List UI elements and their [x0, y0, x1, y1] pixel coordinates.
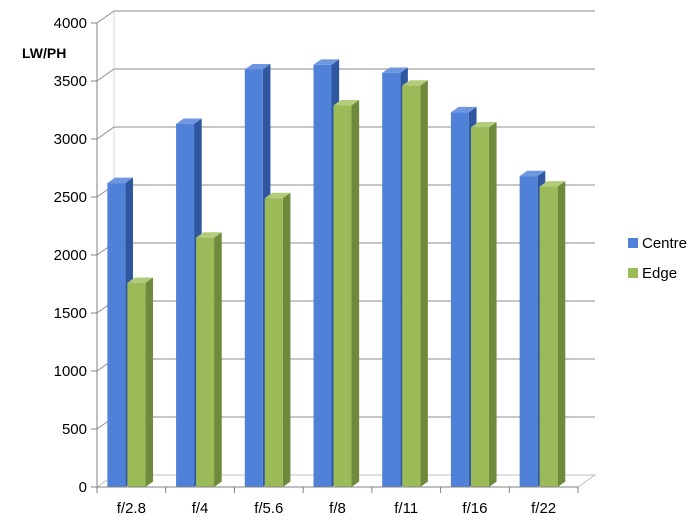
bar-edge-f/4 [196, 232, 222, 487]
bar-edge-f/2.8 [127, 277, 154, 487]
bar-top [264, 192, 291, 199]
bar-front [196, 237, 215, 487]
bar-side [145, 277, 154, 487]
bar-edge-f/22 [539, 181, 566, 487]
x-tick-label: f/22 [531, 500, 556, 517]
bar-side [420, 80, 428, 488]
bar-front [450, 112, 469, 487]
x-tick-label: f/8 [329, 500, 346, 517]
bar-side [488, 122, 497, 487]
gridline-side [96, 10, 115, 24]
bar-front [402, 85, 421, 487]
gridline-side [96, 126, 115, 140]
bar-front [127, 282, 146, 487]
bar-front [107, 183, 126, 487]
bar-top [244, 64, 271, 70]
y-tick-label: 3000 [54, 131, 87, 148]
bar-top [176, 118, 202, 124]
bar-front [333, 105, 352, 488]
bar-front [539, 186, 558, 487]
y-tick-label: 500 [62, 421, 87, 438]
bar-front [176, 123, 195, 488]
bar-top [333, 99, 360, 106]
bar-front [264, 198, 283, 487]
bar-top [539, 181, 566, 187]
bar-front [519, 176, 538, 487]
y-tick-label: 1000 [54, 363, 87, 380]
bar-edge-f/5.6 [264, 192, 291, 487]
bar-top [382, 67, 408, 73]
y-tick-label: 0 [79, 479, 87, 496]
bar-edge-f/8 [333, 99, 360, 488]
bar-side [351, 99, 360, 488]
bar-top [313, 59, 340, 65]
bar-front [470, 127, 489, 488]
legend-label-centre: Centre [642, 235, 687, 252]
x-tick-label: f/16 [462, 500, 487, 517]
x-tick-labels: f/2.8 f/4 f/5.6 f/8 f/11 f/16 f/22 [117, 500, 556, 517]
bar-side [557, 181, 566, 487]
gridline-side [96, 68, 115, 82]
bar-front [244, 69, 263, 488]
legend-label-edge: Edge [642, 265, 677, 282]
y-tick-labels: 0 500 1000 1500 2000 2500 3000 3500 4000 [54, 15, 87, 496]
bar-side [214, 232, 222, 487]
y-tick-label: 2000 [54, 247, 87, 264]
x-tick-label: f/11 [394, 500, 418, 517]
axes [91, 22, 579, 493]
bar-top [402, 80, 428, 86]
bar-front [382, 72, 401, 487]
bar-edge-f/16 [470, 122, 497, 488]
bar-top [450, 106, 477, 113]
bar-top [196, 232, 222, 238]
bar-top [519, 170, 546, 177]
y-tick-label: 4000 [54, 15, 87, 32]
x-tick-label: f/4 [192, 500, 209, 517]
y-tick-label: 1500 [54, 305, 87, 322]
bar-top [107, 177, 134, 184]
y-tick-label: 3500 [54, 73, 87, 90]
legend-swatch-edge [628, 268, 638, 278]
bar-side [282, 192, 291, 487]
y-tick-label: 2500 [54, 189, 87, 206]
x-tick-label: f/2.8 [117, 500, 146, 517]
y-axis-label: LW/PH [22, 45, 66, 61]
bar-top [127, 277, 154, 283]
legend: Centre Edge [628, 235, 687, 282]
legend-swatch-centre [628, 238, 638, 248]
x-tick-label: f/5.6 [254, 500, 283, 517]
bars [107, 59, 566, 488]
bar-front [313, 64, 332, 487]
bar-edge-f/11 [402, 80, 428, 488]
bar-top [470, 122, 497, 128]
